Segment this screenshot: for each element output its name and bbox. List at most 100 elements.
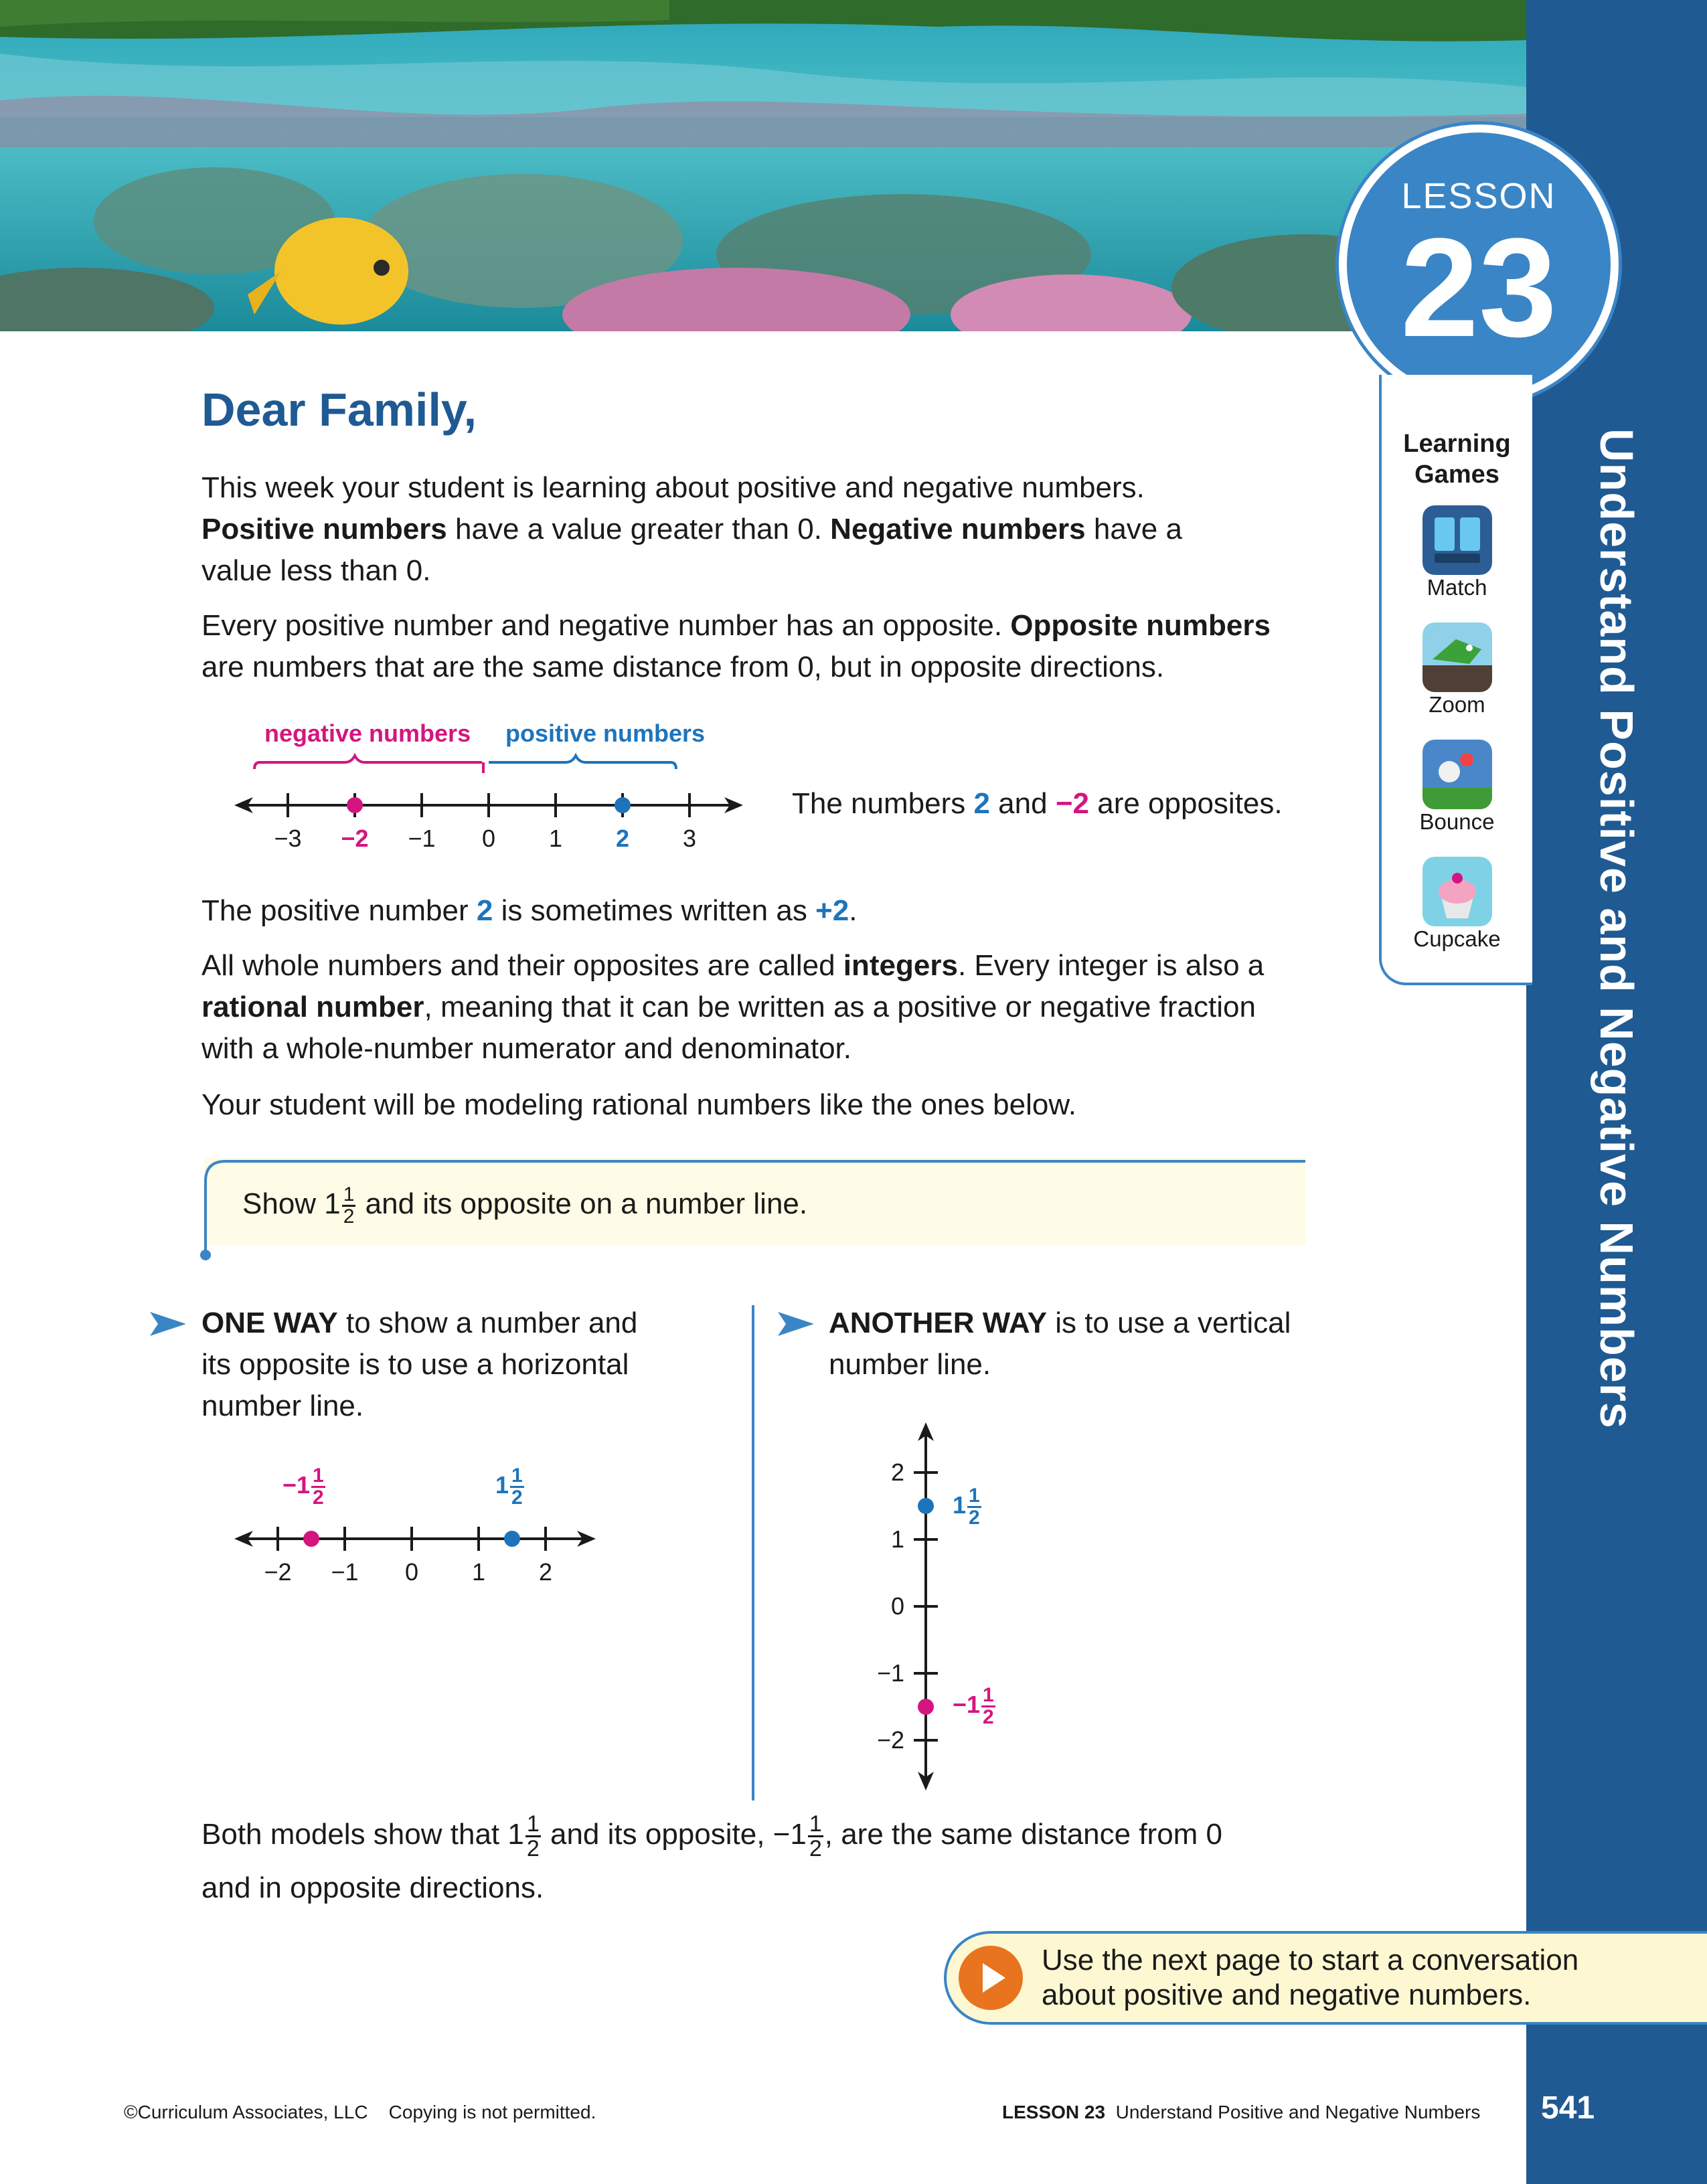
opposites-text1: The numbers bbox=[792, 787, 974, 820]
opposites-value-negative: −2 bbox=[1055, 787, 1089, 820]
opposites-statement: The numbers 2 and −2 are opposites. bbox=[792, 783, 1283, 825]
another-way-arrow-icon bbox=[778, 1312, 814, 1336]
arrow-right bbox=[577, 1531, 596, 1547]
term-positive-numbers: Positive numbers bbox=[201, 513, 447, 545]
learning-games-title-line2: Games bbox=[1414, 460, 1499, 489]
v-neg-mixed-number-label: −1 1 2 bbox=[953, 1685, 997, 1728]
another-way-text1: is to use a vertical bbox=[1046, 1307, 1291, 1339]
opposites-text3: are opposites. bbox=[1089, 787, 1283, 820]
term-integers: integers bbox=[843, 949, 958, 982]
footer-title: Understand Positive and Negative Numbers bbox=[1105, 2102, 1481, 2122]
cta-line2: about positive and negative numbers. bbox=[1042, 1979, 1532, 2011]
one-way-line3: number line. bbox=[201, 1390, 364, 1422]
tick-label: 2 bbox=[616, 825, 629, 852]
tick-label: −1 bbox=[877, 1659, 904, 1687]
conclusion-text1: Both models show that 1 bbox=[201, 1818, 524, 1851]
p3-text1: The positive number bbox=[201, 894, 477, 927]
p1-line3: value less than 0. bbox=[201, 554, 431, 587]
arrow-down bbox=[918, 1772, 934, 1790]
game-cupcake[interactable]: Cupcake bbox=[1382, 857, 1532, 952]
tick-label: 0 bbox=[482, 825, 495, 852]
arrow-left bbox=[234, 1531, 253, 1547]
p1-line1: This week your student is learning about… bbox=[201, 471, 1145, 504]
game-match[interactable]: Match bbox=[1382, 505, 1532, 600]
tick-label: −2 bbox=[341, 825, 368, 852]
number-line-1-svg: −3 −2 −1 0 1 2 3 bbox=[234, 752, 743, 852]
p4-text1: All whole numbers and their opposites ar… bbox=[201, 949, 843, 982]
conclusion-text2: and its opposite, −1 bbox=[542, 1818, 807, 1851]
v-pos-denominator: 2 bbox=[969, 1507, 980, 1529]
learning-games-title-line1: Learning bbox=[1403, 430, 1511, 458]
game-label-zoom: Zoom bbox=[1429, 692, 1485, 717]
callout-box bbox=[204, 1158, 1305, 1245]
one-way-label: ONE WAY bbox=[201, 1307, 338, 1339]
p1-text1: have a value greater than 0. bbox=[446, 513, 831, 545]
arrow-right bbox=[724, 797, 743, 813]
p1-text2: have a bbox=[1085, 513, 1182, 545]
game-bounce[interactable]: Bounce bbox=[1382, 740, 1532, 835]
arrow-left bbox=[234, 797, 253, 813]
negative-brace bbox=[253, 752, 482, 770]
p4-text2: . Every integer is also a bbox=[957, 949, 1265, 982]
play-icon[interactable] bbox=[957, 1944, 1024, 2011]
tick-label: 2 bbox=[539, 1558, 552, 1586]
one-way-text: ONE WAY to show a number and its opposit… bbox=[201, 1303, 637, 1427]
letter-title: Dear Family, bbox=[201, 384, 477, 436]
tick-label: 1 bbox=[891, 1525, 904, 1553]
callout-text2: and its opposite on a number line. bbox=[357, 1187, 808, 1220]
positive-numbers-label: positive numbers bbox=[505, 720, 706, 747]
term-rational-number: rational number bbox=[201, 991, 424, 1023]
ocean-reef-photo bbox=[0, 0, 1526, 331]
game-zoom[interactable]: Zoom bbox=[1382, 622, 1532, 718]
positive-brace bbox=[489, 752, 677, 770]
point-negative bbox=[303, 1531, 319, 1547]
lesson-number: 23 bbox=[1400, 209, 1557, 366]
lesson-title-text: Understand Positive and Negative Numbers bbox=[1591, 428, 1643, 1429]
opposites-value-positive: 2 bbox=[973, 787, 990, 820]
another-way-label: ANOTHER WAY bbox=[829, 1307, 1047, 1339]
pos-numerator: 1 bbox=[510, 1464, 524, 1488]
paragraph-modeling: Your student will be modeling rational n… bbox=[201, 1088, 1076, 1121]
number-line-integers: negative numbers positive numbers −3 −2 −1… bbox=[228, 713, 750, 867]
p2-line2: are numbers that are the same distance f… bbox=[201, 651, 1165, 683]
paragraph-integers: All whole numbers and their opposites ar… bbox=[201, 945, 1353, 1070]
neg-denominator: 2 bbox=[313, 1487, 324, 1509]
conclusion-den-1: 2 bbox=[526, 1835, 540, 1861]
tick-label: 0 bbox=[891, 1592, 904, 1620]
callout-denominator: 2 bbox=[343, 1205, 355, 1228]
game-label-bounce: Bounce bbox=[1419, 809, 1495, 834]
next-page-text: Use the next page to start a conversatio… bbox=[1042, 1943, 1578, 2013]
page-number: 541 bbox=[1541, 2090, 1595, 2126]
bounce-game-icon bbox=[1422, 740, 1492, 809]
conclusion-den-2: 2 bbox=[809, 1835, 822, 1861]
cupcake-game-icon bbox=[1422, 857, 1492, 926]
v-neg-denominator: 2 bbox=[983, 1706, 994, 1728]
paragraph-positive-negative: This week your student is learning about… bbox=[201, 467, 1353, 592]
point-positive bbox=[615, 797, 631, 813]
footer-lesson: LESSON 23 bbox=[1002, 2102, 1106, 2122]
game-label-cupcake: Cupcake bbox=[1413, 926, 1501, 951]
callout-border bbox=[200, 1160, 1305, 1260]
tick-label: 0 bbox=[405, 1558, 418, 1586]
neg-numerator: 1 bbox=[311, 1464, 325, 1488]
pos-denominator: 2 bbox=[511, 1487, 523, 1509]
paragraph-opposites: Every positive number and negative numbe… bbox=[201, 605, 1353, 688]
pos-whole: 1 bbox=[495, 1471, 509, 1499]
neg-mixed-number-label: −1 1 2 bbox=[282, 1466, 327, 1508]
next-page-callout[interactable] bbox=[944, 1931, 1707, 2025]
tick-label: −3 bbox=[274, 825, 301, 852]
tick-label: −2 bbox=[877, 1726, 904, 1754]
tick-label: 1 bbox=[549, 825, 562, 852]
another-way-line2: number line. bbox=[829, 1348, 991, 1381]
conclusion-text3: , are the same distance from 0 bbox=[824, 1818, 1223, 1851]
